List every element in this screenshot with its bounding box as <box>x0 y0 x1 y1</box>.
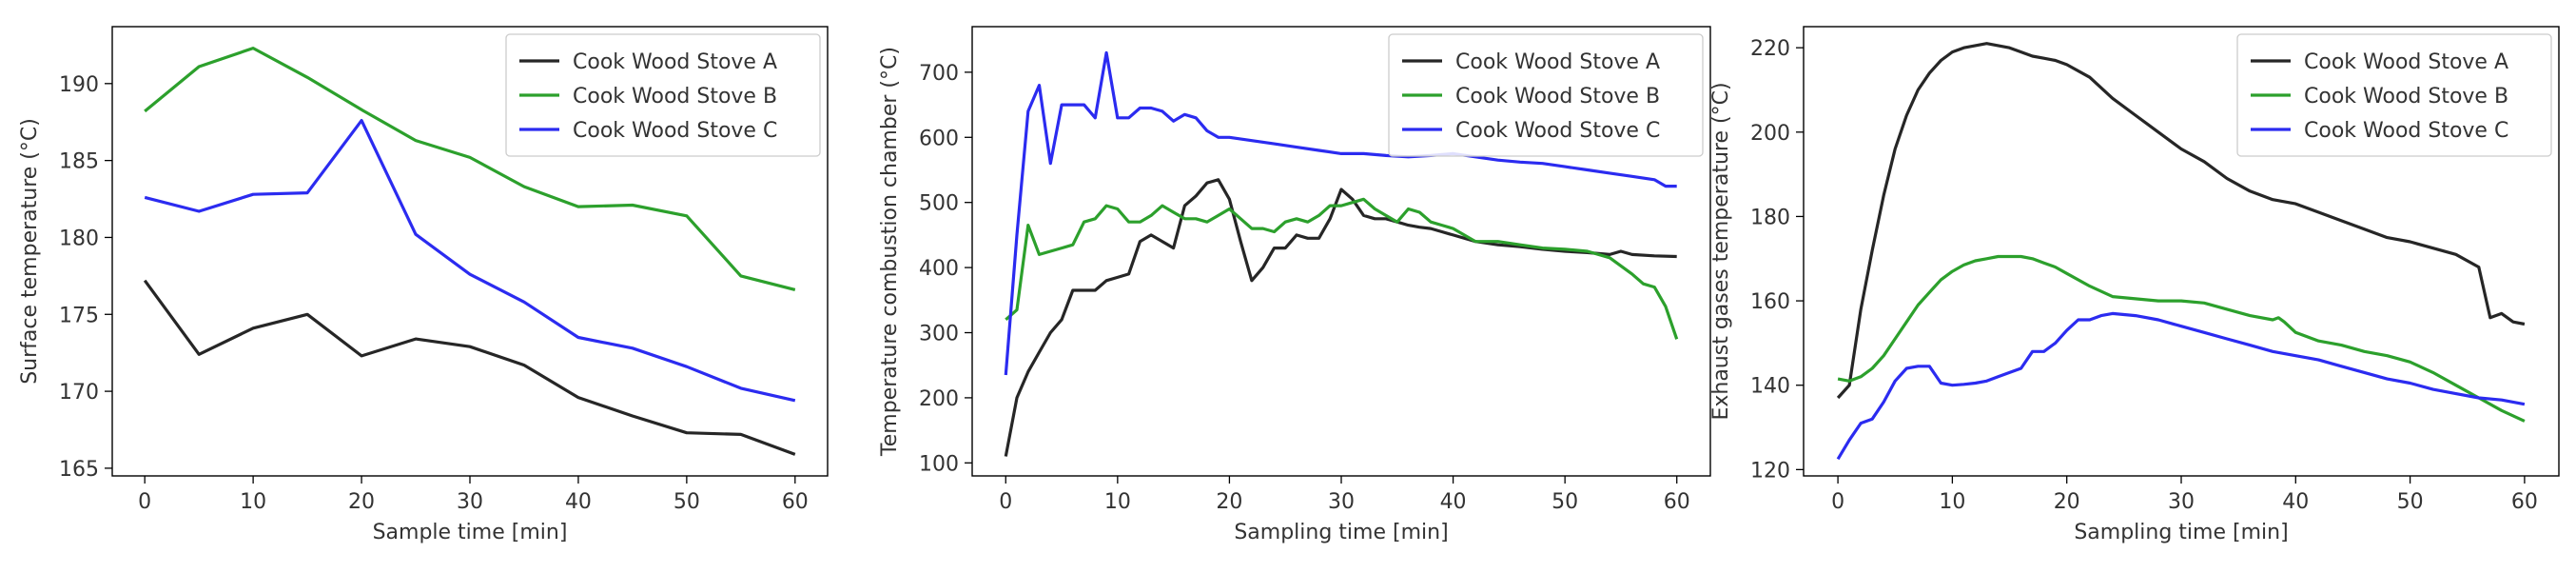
x-tick-label: 60 <box>1664 490 1690 514</box>
y-tick-label: 185 <box>59 150 99 174</box>
x-tick-label: 20 <box>1216 490 1242 514</box>
y-tick-label: 700 <box>919 62 959 86</box>
legend-label-2: Cook Wood Stove B <box>1455 85 1660 109</box>
legend-label-3: Cook Wood Stove C <box>573 119 777 143</box>
x-tick-label: 30 <box>1328 490 1355 514</box>
series-line-3 <box>1836 311 2526 461</box>
y-tick-label: 200 <box>919 387 959 411</box>
legend: Cook Wood Stove A Cook Wood Stove B Cook W… <box>2236 33 2552 157</box>
x-tick-label: 0 <box>138 490 151 514</box>
y-tick-label: 100 <box>919 452 959 476</box>
y-tick-label: 500 <box>919 192 959 216</box>
y-axis-label: Temperature combustion chamber (°C) <box>878 47 902 457</box>
x-tick-label: 10 <box>1939 490 1965 514</box>
legend-label-1: Cook Wood Stove A <box>2304 50 2508 74</box>
x-axis-label: Sampling time [min] <box>1234 521 1448 544</box>
x-tick-label: 40 <box>565 490 592 514</box>
y-tick-label: 180 <box>1750 206 1790 229</box>
x-axis-label: Sample time [min] <box>373 521 568 544</box>
legend-box <box>505 33 821 157</box>
x-tick-label: 50 <box>1551 490 1578 514</box>
y-tick-label: 170 <box>59 381 99 405</box>
series-line-3 <box>144 119 796 403</box>
x-axis-label: Sampling time [min] <box>2074 521 2288 544</box>
legend-label-1: Cook Wood Stove A <box>573 50 777 74</box>
y-tick-label: 600 <box>919 127 959 150</box>
x-tick-label: 40 <box>1440 490 1467 514</box>
y-tick-label: 140 <box>1750 375 1790 399</box>
x-tick-label: 30 <box>457 490 483 514</box>
y-tick-label: 165 <box>59 458 99 482</box>
y-tick-label: 120 <box>1750 459 1790 483</box>
legend-label-1: Cook Wood Stove A <box>1455 50 1660 74</box>
legend-box <box>1388 33 1704 157</box>
series-line-1 <box>143 279 796 456</box>
x-tick-label: 20 <box>2054 490 2080 514</box>
series-line-2 <box>144 47 796 291</box>
x-tick-label: 60 <box>2511 490 2538 514</box>
panel-exhaust-gases-temperature: 0 10 20 30 40 50 60 120 140 160 180 200 220 Sampling … <box>1709 26 2560 544</box>
y-tick-label: 175 <box>59 304 99 327</box>
y-tick-label: 160 <box>1750 290 1790 314</box>
series-line-2 <box>1005 197 1679 340</box>
panel-surface-temperature: 0 10 20 30 40 50 60 165 170 175 180 185 190 Sample ti… <box>18 26 829 544</box>
y-axis-label: Surface temperature (°C) <box>18 118 42 385</box>
legend-box <box>2236 33 2552 157</box>
y-tick-label: 300 <box>919 323 959 346</box>
x-tick-label: 40 <box>2282 490 2309 514</box>
x-tick-label: 50 <box>673 490 700 514</box>
x-tick-label: 0 <box>999 490 1012 514</box>
x-tick-label: 20 <box>348 490 375 514</box>
legend-label-3: Cook Wood Stove C <box>1455 119 1660 143</box>
y-tick-label: 180 <box>59 227 99 250</box>
legend: Cook Wood Stove A Cook Wood Stove B Cook W… <box>505 33 821 157</box>
y-tick-label: 400 <box>919 257 959 281</box>
series-line-2 <box>1837 254 2526 423</box>
legend-label-2: Cook Wood Stove B <box>2304 85 2508 109</box>
x-tick-label: 10 <box>1104 490 1131 514</box>
x-tick-label: 50 <box>2397 490 2424 514</box>
legend-label-2: Cook Wood Stove B <box>573 85 777 109</box>
series-line-3 <box>1004 50 1677 376</box>
series-line-1 <box>1004 178 1677 457</box>
legend-label-3: Cook Wood Stove C <box>2304 119 2508 143</box>
y-axis-label: Exhaust gases temperature (°C) <box>1709 82 1733 420</box>
x-tick-label: 10 <box>240 490 266 514</box>
x-tick-label: 30 <box>2168 490 2195 514</box>
y-tick-label: 200 <box>1750 122 1790 146</box>
y-tick-label: 190 <box>59 73 99 97</box>
legend: Cook Wood Stove A Cook Wood Stove B Cook W… <box>1388 33 1704 157</box>
y-tick-label: 220 <box>1750 37 1790 61</box>
x-tick-label: 0 <box>1831 490 1844 514</box>
x-tick-label: 60 <box>782 490 809 514</box>
series-line-1 <box>1836 42 2526 400</box>
panel-combustion-chamber-temperature: 0 10 20 30 40 50 60 100 200 300 400 500 600 700 Sampli… <box>878 26 1711 544</box>
